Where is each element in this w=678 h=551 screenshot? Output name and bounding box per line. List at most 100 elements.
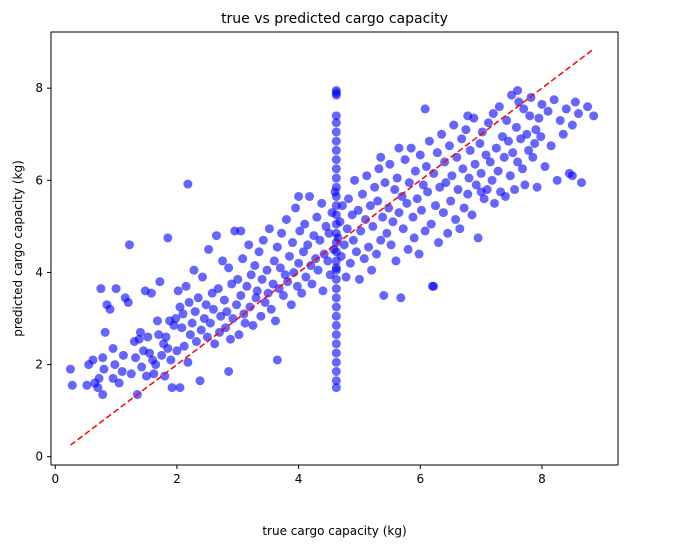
data-point (258, 235, 268, 245)
data-point (331, 155, 341, 165)
data-point (487, 175, 497, 185)
data-point (503, 136, 513, 146)
data-point (126, 369, 136, 379)
data-point (135, 327, 145, 337)
data-point (379, 290, 389, 300)
y-tick-label: 2 (35, 358, 43, 372)
data-point (446, 196, 456, 206)
x-tick-label: 2 (173, 472, 181, 486)
data-point (532, 182, 542, 192)
data-point (269, 256, 279, 266)
data-point (250, 261, 260, 271)
data-point (331, 86, 341, 96)
data-point (242, 281, 252, 291)
data-point (154, 330, 164, 340)
data-point (307, 279, 317, 289)
data-point (222, 307, 232, 317)
data-point (93, 383, 103, 393)
data-point (224, 366, 234, 376)
data-point (100, 327, 110, 337)
y-tick-label: 8 (35, 81, 43, 95)
data-point (277, 228, 287, 238)
data-point (536, 132, 546, 142)
data-point (191, 337, 201, 347)
data-point (260, 297, 270, 307)
data-point (272, 242, 282, 252)
data-point (543, 106, 553, 116)
data-point (331, 210, 341, 220)
data-point (531, 125, 541, 135)
data-point (300, 219, 310, 229)
data-point (336, 251, 346, 261)
data-point (169, 320, 179, 330)
data-point (331, 111, 341, 121)
data-point (517, 164, 527, 174)
data-point (376, 152, 386, 162)
data-point (213, 284, 223, 294)
data-point (402, 198, 412, 208)
data-point (331, 339, 341, 349)
data-point (94, 373, 104, 383)
data-point (339, 240, 349, 250)
data-point (331, 293, 341, 303)
data-point (264, 224, 274, 234)
data-point (378, 212, 388, 222)
data-point (305, 191, 315, 201)
data-point (244, 240, 254, 250)
data-point (324, 228, 334, 238)
data-point (254, 247, 264, 257)
data-point (380, 178, 390, 188)
data-points (65, 86, 599, 400)
data-point (175, 383, 185, 393)
data-point (286, 300, 296, 310)
data-point (385, 159, 395, 169)
data-point (409, 233, 419, 243)
data-point (589, 111, 599, 121)
data-point (514, 97, 524, 107)
data-point (331, 376, 341, 386)
data-point (530, 138, 540, 148)
y-tick-label: 6 (35, 173, 43, 187)
data-point (353, 205, 363, 215)
data-point (178, 309, 188, 319)
data-point (155, 277, 165, 287)
x-tick-label: 8 (538, 472, 546, 486)
data-point (321, 221, 331, 231)
data-point (359, 254, 369, 264)
data-point (318, 286, 328, 296)
y-tick-label: 0 (35, 450, 43, 464)
data-point (394, 208, 404, 218)
data-point (500, 191, 510, 201)
data-point (488, 109, 498, 119)
data-point (331, 118, 341, 128)
data-point (365, 201, 375, 211)
data-point (429, 281, 439, 291)
chart-title: true vs predicted cargo capacity (221, 11, 448, 27)
data-point (463, 189, 473, 199)
data-point (281, 214, 291, 224)
data-point (522, 129, 532, 139)
data-point (421, 162, 431, 172)
data-point (197, 272, 207, 282)
data-point (493, 166, 503, 176)
data-point (573, 109, 583, 119)
data-point (251, 293, 261, 303)
data-point (455, 224, 465, 234)
data-point (475, 138, 485, 148)
data-point (146, 288, 156, 298)
data-point (510, 185, 520, 195)
data-point (257, 274, 267, 284)
data-point (476, 187, 486, 197)
data-point (184, 297, 194, 307)
data-point (331, 383, 341, 393)
y-tick-label: 4 (35, 265, 43, 279)
data-point (236, 226, 246, 236)
data-point (238, 254, 248, 264)
data-point (312, 212, 322, 222)
data-point (397, 191, 407, 201)
data-point (173, 286, 183, 296)
data-point (463, 111, 473, 121)
data-point (494, 102, 504, 112)
